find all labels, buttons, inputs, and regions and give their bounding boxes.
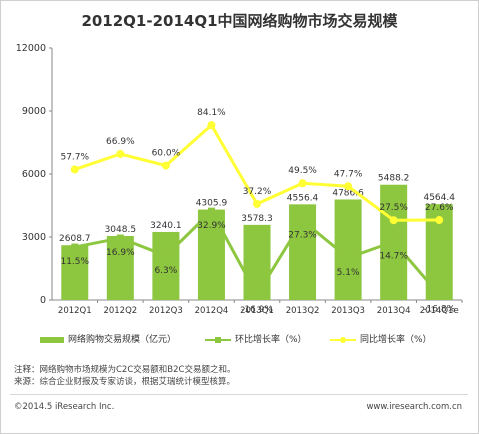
- y-tick-label: 0: [40, 295, 46, 306]
- legend-mom-swatch: [205, 335, 231, 345]
- mom-point: [162, 252, 170, 260]
- note-line-1: 注释：网络购物市场规模为C2C交易额和B2C交易额之和。: [14, 365, 236, 375]
- yoy-point: [435, 216, 444, 225]
- yoy-point-label: 84.1%: [197, 108, 226, 118]
- footer: ©2014.5 iResearch Inc. www.iresearch.com…: [14, 402, 466, 414]
- yoy-point: [116, 150, 125, 159]
- mom-point-label: 27.3%: [288, 231, 317, 241]
- yoy-point: [70, 165, 79, 174]
- yoy-point: [389, 216, 398, 225]
- yoy-point: [298, 179, 307, 188]
- bar: [106, 235, 134, 300]
- yoy-point-label: 47.7%: [334, 169, 363, 179]
- legend-item-mom: 环比增长率（%）: [205, 332, 307, 348]
- mom-point-label: -16.8%: [423, 305, 455, 315]
- mom-point: [344, 254, 352, 262]
- bar-value-label: 3240.1: [150, 221, 182, 231]
- yoy-point-label: 37.2%: [243, 187, 272, 197]
- mom-point-label: 14.7%: [379, 252, 408, 262]
- y-tick-label: 12000: [16, 43, 46, 54]
- mom-point: [207, 207, 215, 215]
- legend-yoy-swatch: [330, 335, 356, 345]
- x-tick-label: 2012Q3: [149, 306, 183, 316]
- yoy-point-label: 60.0%: [152, 149, 181, 159]
- mom-point-label: 6.3%: [154, 266, 177, 276]
- bar-value-label: 3048.5: [105, 225, 137, 235]
- mom-point: [253, 291, 261, 299]
- legend-yoy-label: 同比增长率（%）: [360, 335, 432, 345]
- yoy-point: [344, 182, 353, 191]
- legend: 网络购物交易规模（亿元） 环比增长率（%） 同比增长率（%）: [40, 332, 470, 348]
- yoy-point: [161, 161, 170, 170]
- footer-divider: [10, 394, 468, 395]
- bar-value-label: 5488.2: [378, 174, 410, 184]
- mom-point-label: 16.9%: [106, 248, 135, 258]
- bar-value-label: 4556.4: [287, 193, 319, 203]
- notes: 注释：网络购物市场规模为C2C交易额和B2C交易额之和。 来源：综合企业财报及专…: [14, 364, 235, 388]
- yoy-point: [207, 121, 216, 130]
- mom-point-label: 32.9%: [197, 221, 226, 231]
- x-tick-label: 2013Q3: [331, 306, 365, 316]
- yoy-point-label: 57.7%: [60, 152, 89, 162]
- mom-point-label: 5.1%: [337, 268, 360, 278]
- mom-point: [71, 243, 79, 251]
- legend-bar-label: 网络购物交易规模（亿元）: [68, 335, 177, 345]
- y-tick-label: 6000: [22, 169, 46, 180]
- copyright-text: ©2014.5 iResearch Inc.: [14, 402, 115, 412]
- x-tick-label: 2012Q1: [58, 306, 92, 316]
- yoy-point-label: 49.5%: [288, 166, 317, 176]
- mom-point: [390, 238, 398, 246]
- yoy-point-label: 66.9%: [106, 137, 135, 147]
- bar: [243, 224, 271, 300]
- x-tick-label: 2013Q2: [286, 306, 320, 316]
- legend-item-bar: 网络购物交易规模（亿元）: [40, 332, 176, 348]
- legend-item-yoy: 同比增长率（%）: [330, 332, 432, 348]
- x-tick-label: 2012Q2: [103, 306, 137, 316]
- yoy-point: [253, 199, 261, 208]
- mom-point: [435, 291, 443, 299]
- legend-mom-label: 环比增长率（%）: [235, 335, 307, 345]
- y-tick-label: 3000: [22, 232, 46, 243]
- bar-value-label: 4564.4: [423, 193, 455, 203]
- yoy-point-label: 27.5%: [379, 203, 408, 213]
- mom-point-label: 11.5%: [60, 257, 89, 267]
- yoy-point-label: 27.6%: [425, 203, 454, 213]
- bar-value-label: 4786.6: [332, 188, 364, 198]
- x-tick-label: 2013Q1: [240, 306, 274, 316]
- bar: [152, 231, 180, 300]
- x-tick-label: 2014Q1e: [420, 306, 459, 316]
- chart-title: 2012Q1-2014Q1中国网络购物市场交易规模: [81, 12, 398, 30]
- bar-value-label: 4305.9: [196, 199, 228, 209]
- website-link[interactable]: www.iresearch.com.cn: [366, 402, 462, 412]
- x-tick-label: 2013Q4: [377, 306, 411, 316]
- mom-point: [116, 234, 124, 242]
- bar-value-label: 3578.3: [241, 214, 273, 224]
- bar: [61, 245, 89, 300]
- note-line-2: 来源：综合企业财报及专家访谈，根据艾瑞统计模型核算。: [14, 377, 236, 387]
- bar-value-label: 2608.7: [59, 234, 91, 244]
- y-tick-label: 9000: [22, 106, 46, 117]
- legend-bar-swatch: [40, 336, 64, 343]
- x-tick-label: 2012Q4: [195, 306, 229, 316]
- mom-point-label: -16.9%: [241, 305, 273, 315]
- mom-point: [299, 217, 307, 225]
